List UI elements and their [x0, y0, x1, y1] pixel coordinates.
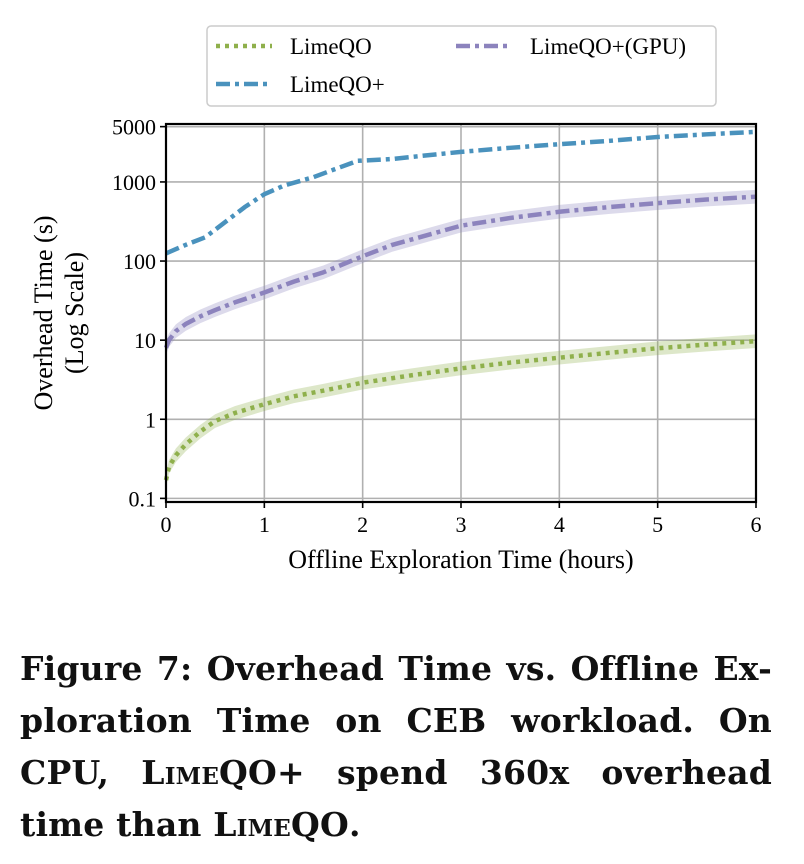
- x-tick-label: 4: [554, 512, 565, 537]
- series-line-limeqo: [163, 338, 757, 481]
- caption-line: CPU, LimeQO+ spend 360x overhead: [20, 747, 772, 799]
- caption-line: ploration Time on CEB workload. On: [20, 695, 772, 747]
- x-axis-ticks: 0 1 2 3 4 5 6: [161, 502, 762, 537]
- band-limeqo: [166, 334, 756, 487]
- x-tick-label: 1: [259, 512, 270, 537]
- chart: 0 1 2 3 4 5 6 0.1 1 10 100 1000 5000 Offline Explor…: [29, 25, 762, 574]
- legend-label: LimeQO+(GPU): [530, 34, 686, 59]
- legend: LimeQO LimeQO+(GPU) LimeQO+: [206, 25, 717, 107]
- x-tick-label: 6: [751, 512, 762, 537]
- y-axis-title-line-1: Overhead Time (s): [29, 216, 58, 411]
- legend-label: LimeQO+: [290, 72, 385, 97]
- caption-text: ploration Time on CEB workload. On: [20, 701, 772, 740]
- figure-caption: Figure 7: Overhead Time vs. Offline Ex-p…: [20, 643, 772, 851]
- band-limeqo-gpu-: [166, 189, 756, 355]
- legend-label: LimeQO: [290, 34, 372, 59]
- confidence-bands: [166, 189, 756, 487]
- caption-line: Figure 7: Overhead Time vs. Offline Ex-: [20, 643, 772, 695]
- x-tick-label: 5: [652, 512, 663, 537]
- caption-text: time than: [20, 805, 214, 844]
- caption-text: spend 360x overhead: [304, 753, 772, 792]
- y-tick-label: 10: [134, 328, 156, 353]
- series-line-limeqo-gpu-: [163, 194, 757, 349]
- caption-text: Figure 7: Overhead Time vs. Offline Ex-: [20, 649, 772, 688]
- caption-line: time than LimeQO.: [20, 799, 772, 851]
- y-axis-ticks: 0.1 1 10 100 1000 5000: [112, 115, 166, 511]
- y-axis-title-line-2: (Log Scale): [60, 252, 89, 374]
- y-tick-label: 0.1: [129, 486, 157, 511]
- x-tick-label: 2: [357, 512, 368, 537]
- caption-method-name: LimeQO+: [141, 753, 305, 792]
- y-tick-label: 1: [145, 407, 156, 432]
- x-tick-label: 3: [456, 512, 467, 537]
- caption-text: CPU,: [20, 753, 142, 792]
- series-lines: [163, 129, 757, 481]
- x-tick-label: 0: [161, 512, 172, 537]
- series-line-limeqo-: [165, 129, 757, 256]
- legend-box: [206, 25, 717, 107]
- caption-method-name: LimeQO: [213, 805, 349, 844]
- y-tick-label: 5000: [112, 115, 156, 140]
- grid-lines: [165, 124, 757, 502]
- y-tick-label: 1000: [112, 170, 156, 195]
- x-axis-title: Offline Exploration Time (hours): [288, 545, 633, 574]
- y-tick-label: 100: [123, 249, 156, 274]
- caption-text: .: [348, 805, 361, 844]
